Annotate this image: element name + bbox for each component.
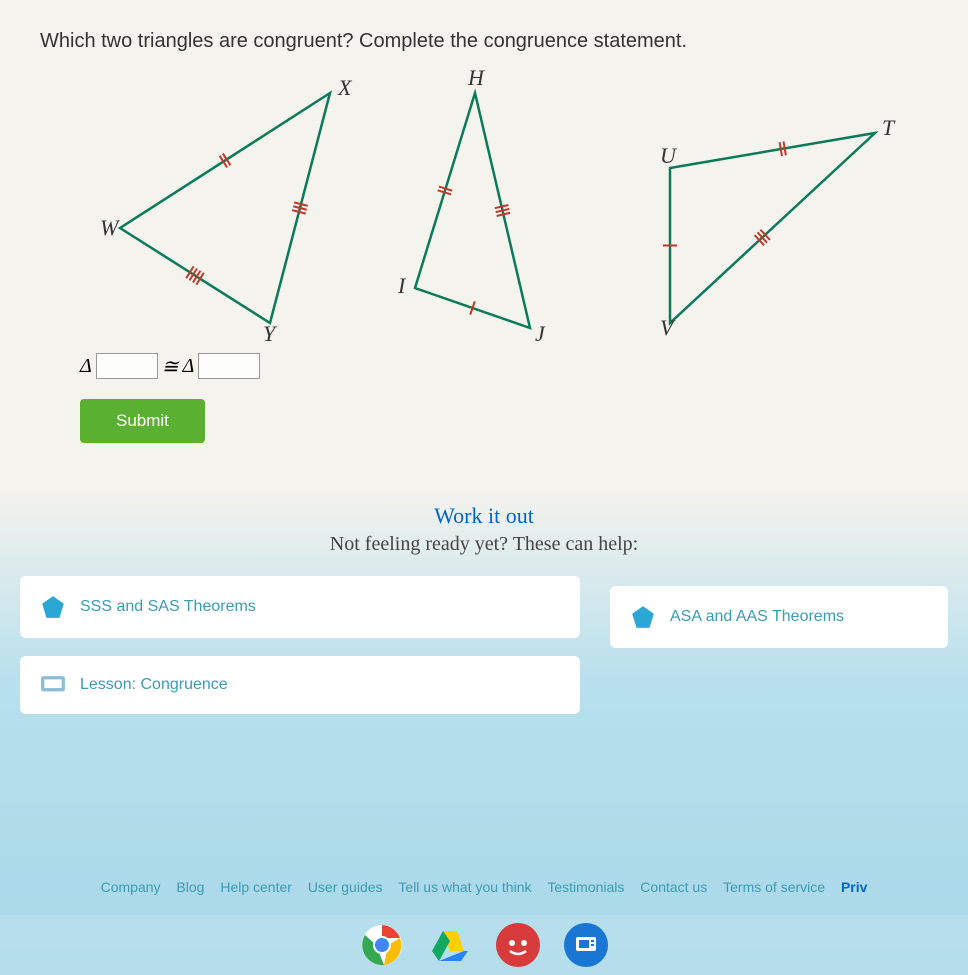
lesson-icon [40, 674, 66, 696]
help-card-label: Lesson: Congruence [80, 676, 228, 694]
footer-contact[interactable]: Contact us [640, 879, 707, 895]
app-icon[interactable] [564, 923, 608, 967]
games-icon[interactable] [496, 923, 540, 967]
dock [0, 915, 968, 975]
footer-links: Company Blog Help center User guides Tel… [0, 879, 968, 895]
submit-button[interactable]: Submit [80, 399, 205, 443]
triangle-2-input[interactable] [198, 353, 260, 379]
vertex-label-X: X [337, 75, 353, 100]
footer-blog[interactable]: Blog [176, 879, 204, 895]
vertex-label-Y: Y [263, 321, 278, 343]
help-card-lesson-congruence[interactable]: Lesson: Congruence [20, 656, 580, 714]
tri2: H I J [380, 63, 580, 343]
help-card-label: SSS and SAS Theorems [80, 598, 256, 616]
triangles-figure: WXYHIJUTV [40, 63, 928, 343]
delta-symbol-1: Δ [80, 355, 92, 378]
triangle-1-input[interactable] [96, 353, 158, 379]
chrome-icon[interactable] [360, 923, 404, 967]
delta-symbol-2: Δ [183, 355, 195, 378]
vertex-label-T: T [882, 115, 896, 140]
vertex-label-U: U [660, 143, 678, 168]
vertex-label-I: I [397, 273, 407, 298]
footer-privacy[interactable]: Priv [841, 879, 867, 895]
footer-company[interactable]: Company [101, 879, 161, 895]
vertex-label-W: W [100, 215, 120, 240]
tri3: UTV [610, 63, 900, 343]
question-text: Which two triangles are congruent? Compl… [40, 30, 928, 53]
work-it-out-title: Work it out [40, 503, 928, 529]
footer-help[interactable]: Help center [220, 879, 292, 895]
help-card-sss-sas[interactable]: SSS and SAS Theorems [20, 576, 580, 638]
footer-guides[interactable]: User guides [308, 879, 383, 895]
help-card-asa-aas[interactable]: ASA and AAS Theorems [610, 586, 948, 648]
help-card-label: ASA and AAS Theorems [670, 608, 844, 626]
vertex-label-H: H [467, 65, 485, 90]
gem-icon [40, 594, 66, 620]
gem-icon [630, 604, 656, 630]
drive-icon[interactable] [428, 923, 472, 967]
footer-tell-us[interactable]: Tell us what you think [398, 879, 531, 895]
vertex-label-J: J [535, 321, 546, 343]
footer-terms[interactable]: Terms of service [723, 879, 825, 895]
congruence-statement: Δ ≅ Δ [80, 353, 928, 379]
tri1: W X Y [100, 63, 360, 343]
work-it-out-subtitle: Not feeling ready yet? These can help: [40, 533, 928, 556]
footer-testimonials[interactable]: Testimonials [547, 879, 624, 895]
congruent-symbol: ≅ [162, 354, 179, 379]
